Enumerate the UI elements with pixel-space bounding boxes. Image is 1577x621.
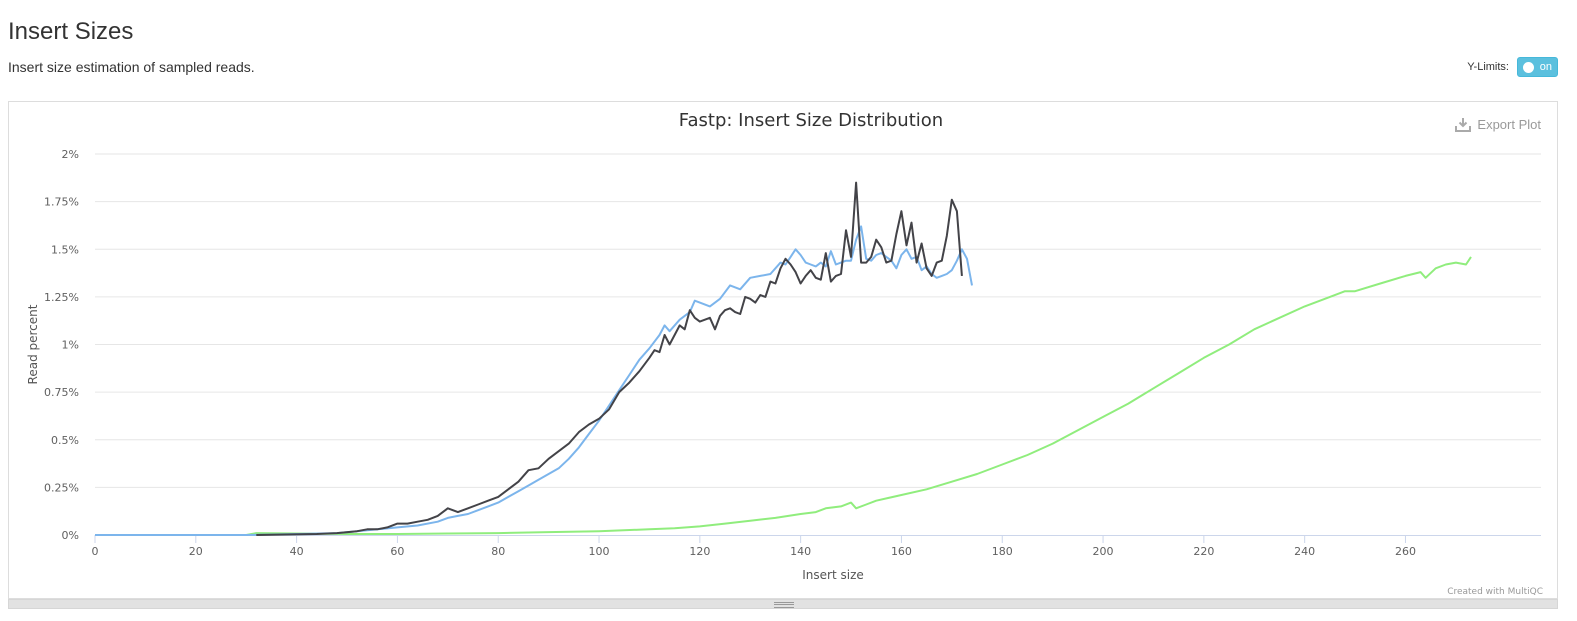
section-description: Insert size estimation of sampled reads. [8,59,255,75]
series-line-1 [256,181,963,536]
y-tick-label: 1% [62,339,79,352]
insert-size-chart: Fastp: Insert Size Distribution 0% 0.25% 0.… [26,110,1543,597]
x-tick-label: 160 [891,545,912,558]
section-title: Insert Sizes [8,18,134,45]
x-tick-label: 140 [790,545,811,558]
export-plot-label: Export Plot [1477,117,1541,132]
plot-container: Fastp: Insert Size Distribution 0% 0.25% 0.… [8,101,1558,599]
x-tick-label: 220 [1193,545,1214,558]
x-tick-label: 260 [1395,545,1416,558]
download-icon [1455,118,1472,132]
y-tick-label: 0.5% [51,434,79,447]
series-line-2 [95,256,1472,536]
series-line-0 [95,225,973,536]
y-tick-label: 0.25% [44,481,79,494]
y-tick-label: 1.75% [44,196,79,209]
multiqc-credit: Created with MultiQC [1447,587,1543,597]
plot-resize-handle[interactable] [8,599,1558,609]
y-tick-label: 1.5% [51,243,79,256]
y-limits-state: on [1539,61,1552,73]
y-tick-label: 0% [62,529,79,542]
x-tick-label: 200 [1093,545,1114,558]
x-tick-label: 180 [992,545,1013,558]
x-tick-label: 0 [92,545,99,558]
y-limits-toggle[interactable]: on [1517,57,1558,77]
y-tick-label: 1.25% [44,291,79,304]
grip-icon [774,602,794,608]
x-axis-label: Insert size [802,568,864,582]
y-limits-label: Y-Limits: [1467,61,1509,73]
x-tick-label: 40 [290,545,304,558]
toggle-knob-icon [1523,62,1534,73]
y-limits-control: Y-Limits: on [1467,57,1558,77]
x-tick-label: 100 [589,545,610,558]
x-tick-label: 60 [390,545,404,558]
x-tick-label: 20 [189,545,203,558]
x-tick-label: 80 [491,545,505,558]
chart-title: Fastp: Insert Size Distribution [679,110,943,131]
y-axis-label: Read percent [26,304,40,384]
x-tick-label: 120 [689,545,710,558]
x-tick-label: 240 [1294,545,1315,558]
y-tick-label: 0.75% [44,386,79,399]
export-plot-button[interactable]: Export Plot [1455,117,1541,132]
y-tick-label: 2% [62,148,79,161]
